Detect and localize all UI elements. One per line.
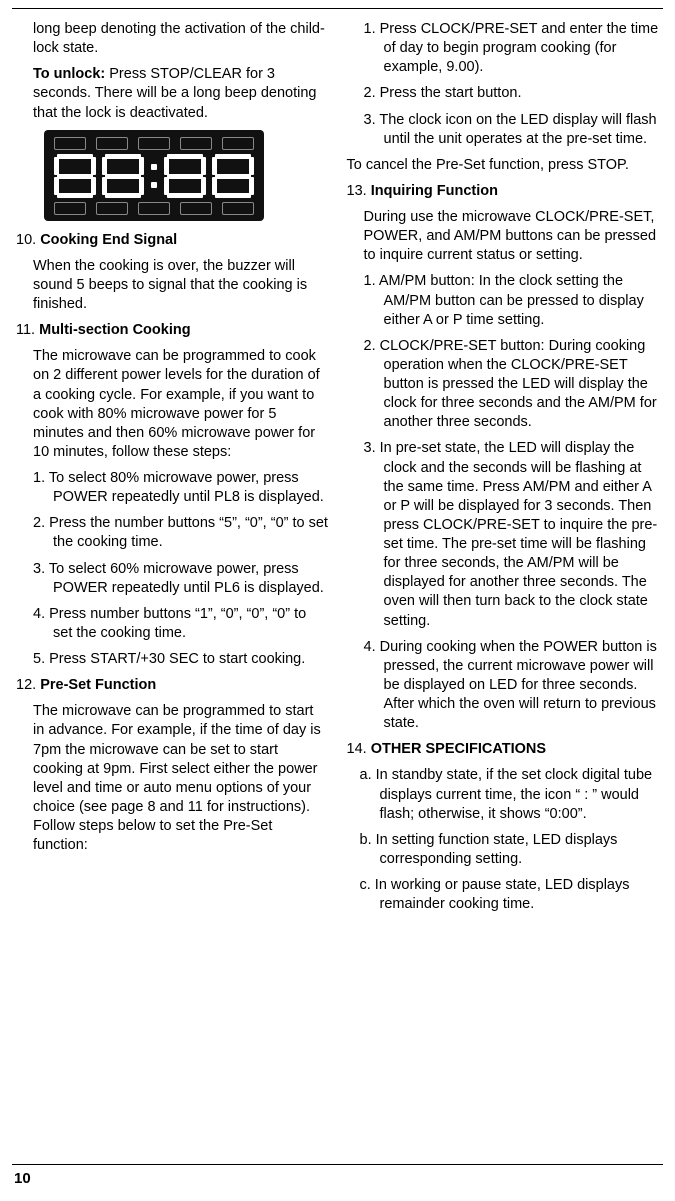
led-icon (54, 202, 86, 215)
sec-num: 10. (16, 232, 36, 248)
section-10-body: When the cooking is over, the buzzer wil… (33, 257, 329, 314)
section-13-step: 1. AM/PM button: In the clock setting th… (364, 272, 660, 329)
section-13-body: During use the microwave CLOCK/PRE-SET, … (364, 208, 660, 265)
section-11-step: 2. Press the number buttons “5”, “0”, “0… (33, 514, 329, 552)
section-12-heading: 12. Pre-Set Function (16, 676, 329, 695)
led-icon (96, 202, 128, 215)
led-digit (212, 154, 254, 198)
led-icon (54, 137, 86, 150)
section-12-step: 2. Press the start button. (364, 84, 660, 103)
led-icon (138, 137, 170, 150)
sec-num: 14. (347, 741, 367, 757)
top-rule (12, 8, 663, 9)
section-11-step: 5. Press START/+30 SEC to start cooking. (33, 650, 329, 669)
sec-title: Inquiring Function (371, 183, 498, 199)
sec-num: 11. (16, 322, 35, 338)
section-11-body: The microwave can be programmed to cook … (33, 347, 329, 462)
unlock-label: To unlock: (33, 66, 105, 82)
section-13-step: 3. In pre-set state, the LED will displa… (364, 439, 660, 630)
section-13-step: 4. During cooking when the POWER button … (364, 638, 660, 734)
led-icon (96, 137, 128, 150)
led-digits (54, 154, 254, 198)
sec-title: Multi-section Cooking (39, 322, 190, 338)
unlock-para: To unlock: Press STOP/CLEAR for 3 second… (33, 65, 329, 122)
section-14-heading: 14. OTHER SPECIFICATIONS (347, 740, 660, 759)
sec-title: Pre-Set Function (40, 677, 156, 693)
section-11-step: 1. To select 80% microwave power, press … (33, 469, 329, 507)
led-icon (222, 202, 254, 215)
sec-num: 12. (16, 677, 36, 693)
page-body: long beep denoting the activation of the… (0, 20, 675, 1146)
led-icon (222, 137, 254, 150)
section-11-step: 4. Press number buttons “1”, “0”, “0”, “… (33, 605, 329, 643)
section-12-body: The microwave can be programmed to start… (33, 702, 329, 855)
led-digit (54, 154, 96, 198)
section-10-heading: 10. Cooking End Signal (16, 231, 329, 250)
section-13-heading: 13. Inquiring Function (347, 182, 660, 201)
section-12-cancel: To cancel the Pre-Set function, press ST… (347, 156, 660, 175)
section-11-step: 3. To select 60% microwave power, press … (33, 560, 329, 598)
bottom-rule (12, 1164, 663, 1165)
led-digit (164, 154, 206, 198)
led-colon (150, 154, 158, 198)
section-13-step: 2. CLOCK/PRE-SET button: During cooking … (364, 337, 660, 433)
led-icon (180, 202, 212, 215)
led-icon (138, 202, 170, 215)
section-11-heading: 11. Multi-section Cooking (16, 321, 329, 340)
led-top-icons (54, 137, 254, 150)
sec-num: 13. (347, 183, 367, 199)
led-digit (102, 154, 144, 198)
sec-title: OTHER SPECIFICATIONS (371, 741, 546, 757)
led-display (44, 130, 329, 221)
section-12-step: 3. The clock icon on the LED display wil… (364, 111, 660, 149)
section-14-item: a. In standby state, if the set clock di… (360, 766, 660, 823)
led-bot-icons (54, 202, 254, 215)
section-14-item: b. In setting function state, LED displa… (360, 831, 660, 869)
section-14-item: c. In working or pause state, LED displa… (360, 876, 660, 914)
sec-title: Cooking End Signal (40, 232, 177, 248)
childlock-intro: long beep denoting the activation of the… (33, 20, 329, 58)
page-number: 10 (14, 1169, 31, 1189)
led-icon (180, 137, 212, 150)
section-12-step: 1. Press CLOCK/PRE-SET and enter the tim… (364, 20, 660, 77)
